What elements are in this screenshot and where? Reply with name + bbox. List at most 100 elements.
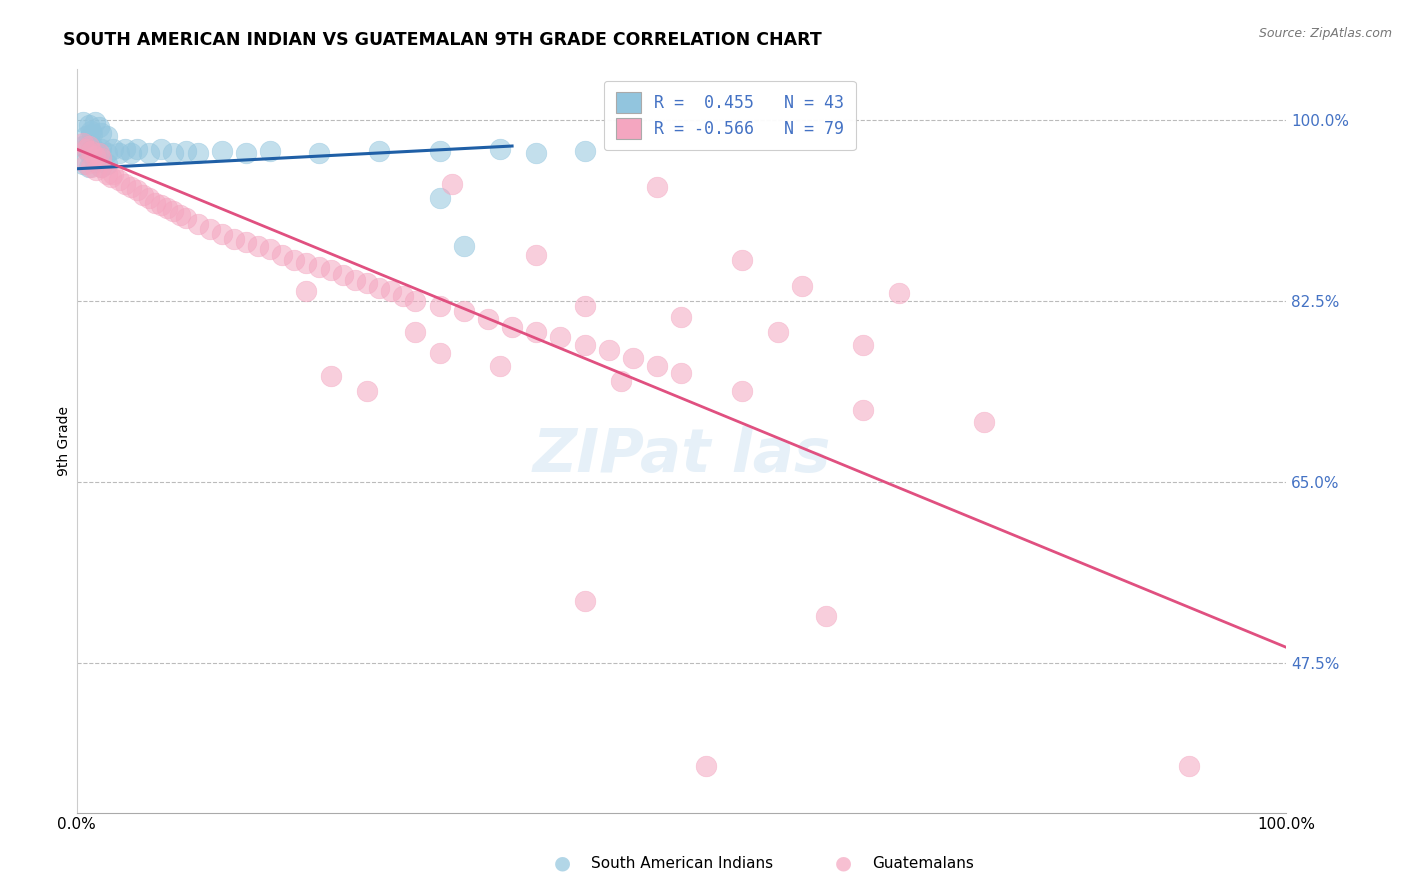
Point — [83, 149, 105, 163]
Point — [489, 142, 512, 156]
Point — [90, 160, 112, 174]
Point — [477, 311, 499, 326]
Point — [90, 126, 112, 140]
Y-axis label: 9th Grade: 9th Grade — [58, 406, 72, 475]
Point — [429, 299, 451, 313]
Point — [574, 299, 596, 313]
Point — [671, 367, 693, 381]
Point — [120, 180, 142, 194]
Point — [574, 593, 596, 607]
Point — [453, 239, 475, 253]
Point — [343, 273, 366, 287]
Point — [731, 384, 754, 398]
Point — [356, 277, 378, 291]
Point — [80, 160, 103, 174]
Point — [574, 338, 596, 352]
Point — [852, 402, 875, 417]
Point — [90, 142, 112, 156]
Point — [75, 156, 97, 170]
Point — [174, 211, 197, 226]
Point — [295, 256, 318, 270]
Point — [429, 144, 451, 158]
Point — [308, 146, 330, 161]
Point — [80, 144, 103, 158]
Text: ●: ● — [835, 854, 852, 873]
Point — [96, 167, 118, 181]
Point — [83, 154, 105, 169]
Point — [574, 144, 596, 158]
Text: ●: ● — [554, 854, 571, 873]
Point — [100, 169, 122, 184]
Text: Guatemalans: Guatemalans — [872, 856, 973, 871]
Point — [524, 325, 547, 339]
Point — [695, 759, 717, 773]
Point — [271, 247, 294, 261]
Point — [75, 142, 97, 156]
Point — [72, 136, 94, 150]
Point — [72, 115, 94, 129]
Point — [143, 195, 166, 210]
Point — [610, 374, 633, 388]
Point — [524, 146, 547, 161]
Point — [90, 152, 112, 166]
Point — [114, 142, 136, 156]
Point — [235, 235, 257, 249]
Point — [162, 146, 184, 161]
Point — [332, 268, 354, 283]
Point — [120, 146, 142, 161]
Point — [852, 338, 875, 352]
Point — [235, 146, 257, 161]
Point — [319, 263, 342, 277]
Point — [524, 247, 547, 261]
Point — [156, 201, 179, 215]
Point — [731, 252, 754, 267]
Point — [77, 160, 100, 174]
Point — [440, 178, 463, 192]
Point — [671, 310, 693, 324]
Point — [598, 343, 620, 357]
Point — [84, 144, 107, 158]
Text: Source: ZipAtlas.com: Source: ZipAtlas.com — [1258, 27, 1392, 40]
Point — [489, 359, 512, 373]
Point — [84, 162, 107, 177]
Point — [87, 146, 110, 161]
Point — [211, 227, 233, 241]
Point — [973, 415, 995, 429]
Point — [404, 293, 426, 308]
Point — [368, 280, 391, 294]
Point — [83, 115, 105, 129]
Point — [138, 146, 160, 161]
Point — [82, 127, 104, 141]
Point — [308, 260, 330, 274]
Point — [380, 284, 402, 298]
Point — [222, 232, 245, 246]
Point — [198, 221, 221, 235]
Point — [114, 178, 136, 192]
Point — [96, 146, 118, 161]
Point — [90, 160, 112, 174]
Point — [127, 142, 149, 156]
Point — [645, 359, 668, 373]
Point — [101, 142, 124, 156]
Point — [319, 369, 342, 384]
Point — [77, 132, 100, 146]
Point — [1178, 759, 1201, 773]
Text: ZIPat las: ZIPat las — [531, 425, 831, 485]
Point — [368, 144, 391, 158]
Point — [187, 146, 209, 161]
Point — [356, 384, 378, 398]
Point — [108, 173, 131, 187]
Point — [108, 146, 131, 161]
Point — [283, 252, 305, 267]
Point — [815, 609, 838, 624]
Point — [72, 156, 94, 170]
Point — [295, 284, 318, 298]
Point — [150, 198, 173, 212]
Point — [75, 142, 97, 156]
Point — [169, 208, 191, 222]
Point — [82, 139, 104, 153]
Point — [887, 285, 910, 300]
Point — [211, 144, 233, 158]
Point — [150, 142, 173, 156]
Text: South American Indians: South American Indians — [591, 856, 773, 871]
